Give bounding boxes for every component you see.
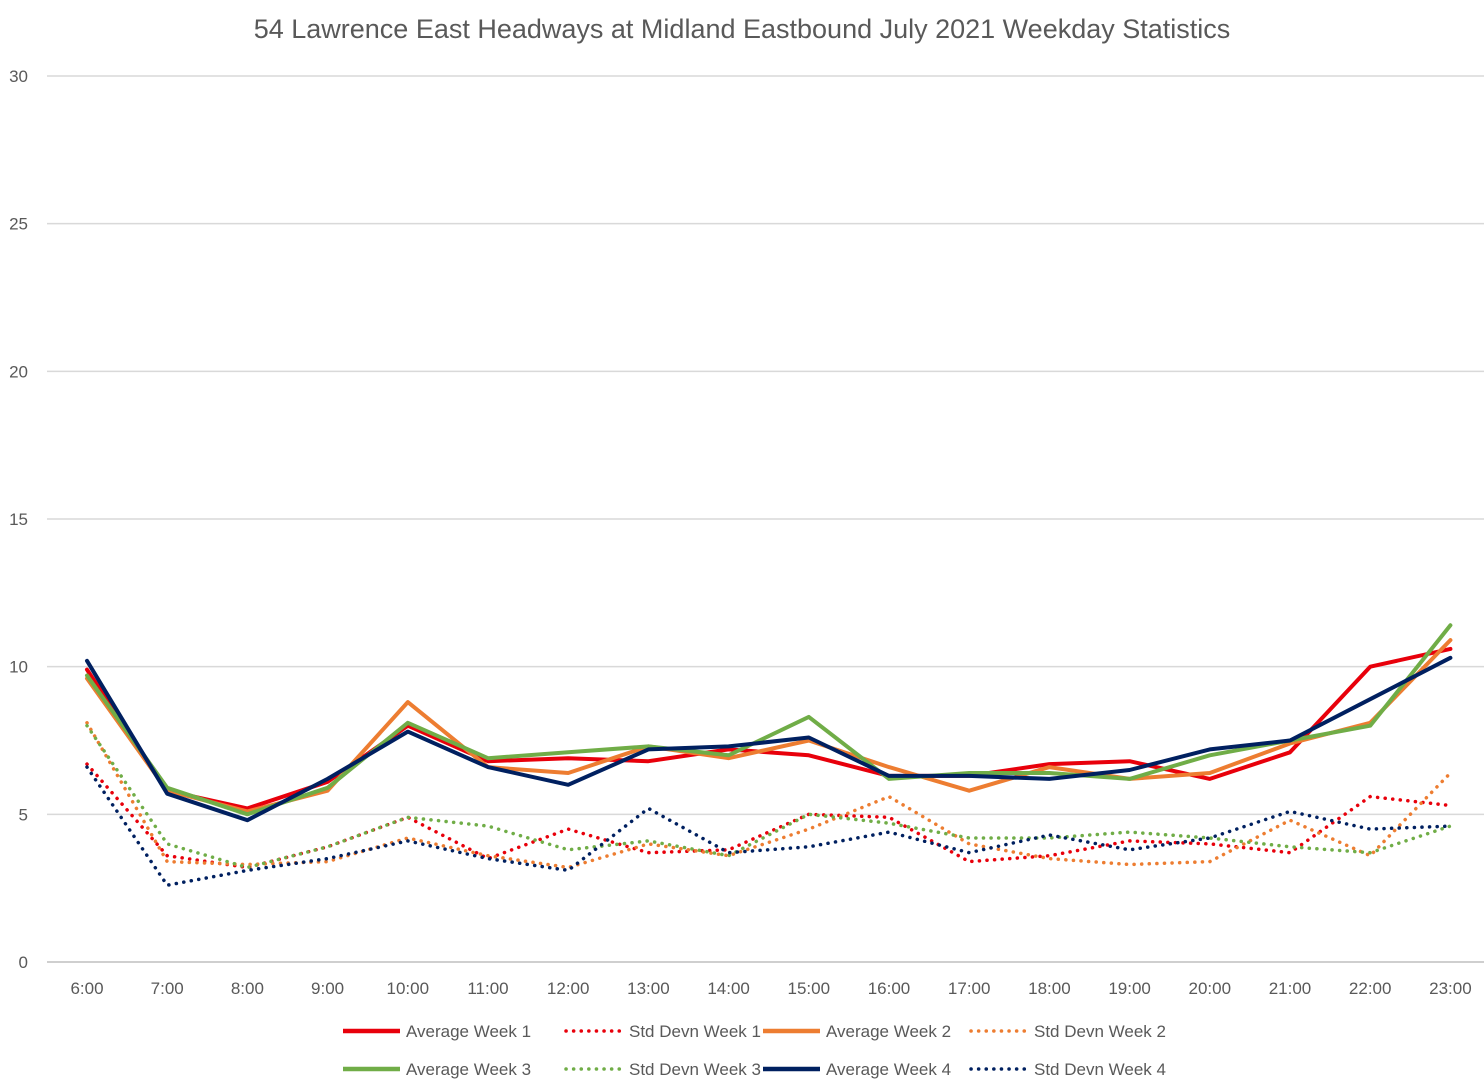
x-tick-label: 9:00 bbox=[311, 979, 344, 998]
x-tick-label: 22:00 bbox=[1349, 979, 1392, 998]
x-tick-label: 23:00 bbox=[1429, 979, 1472, 998]
legend-label: Average Week 4 bbox=[826, 1060, 951, 1079]
legend-label: Std Devn Week 3 bbox=[629, 1060, 761, 1079]
legend-label: Average Week 1 bbox=[406, 1022, 531, 1041]
series-lines bbox=[85, 623, 1453, 887]
x-tick-label: 16:00 bbox=[868, 979, 911, 998]
legend-label: Std Devn Week 4 bbox=[1034, 1060, 1166, 1079]
legend: Average Week 1 Std Devn Week 1 Average Wee… bbox=[343, 1022, 1166, 1079]
x-tick-label: 7:00 bbox=[151, 979, 184, 998]
x-tick-label: 13:00 bbox=[627, 979, 670, 998]
series-line-std-devn-week-4 bbox=[85, 765, 1453, 887]
gridlines bbox=[47, 75, 1484, 963]
legend-label: Average Week 3 bbox=[406, 1060, 531, 1079]
series-line-average-week-2 bbox=[85, 638, 1453, 814]
y-tick-label: 20 bbox=[9, 362, 28, 381]
y-tick-label: 15 bbox=[9, 510, 28, 529]
y-tick-label: 0 bbox=[19, 953, 28, 972]
x-tick-label: 11:00 bbox=[467, 979, 508, 998]
x-tick-label: 12:00 bbox=[547, 979, 590, 998]
x-tick-label: 15:00 bbox=[788, 979, 831, 998]
y-tick-label: 25 bbox=[9, 215, 28, 234]
y-tick-label: 5 bbox=[19, 805, 28, 824]
y-tick-label: 30 bbox=[9, 67, 28, 86]
x-tick-label: 10:00 bbox=[387, 979, 430, 998]
series-line-std-devn-week-2 bbox=[85, 721, 1453, 870]
chart-title: 54 Lawrence East Headways at Midland Eas… bbox=[253, 14, 1231, 44]
x-tick-label: 17:00 bbox=[948, 979, 991, 998]
x-tick-label: 6:00 bbox=[70, 979, 103, 998]
x-tick-label: 8:00 bbox=[231, 979, 264, 998]
legend-label: Average Week 2 bbox=[826, 1022, 951, 1041]
y-tick-label: 10 bbox=[9, 658, 28, 677]
series-line-std-devn-week-1 bbox=[85, 762, 1453, 870]
x-tick-label: 20:00 bbox=[1189, 979, 1232, 998]
legend-label: Std Devn Week 2 bbox=[1034, 1022, 1166, 1041]
x-tick-label: 21:00 bbox=[1269, 979, 1312, 998]
x-tick-label: 18:00 bbox=[1028, 979, 1071, 998]
series-line-average-week-3 bbox=[85, 623, 1453, 817]
x-tick-label: 19:00 bbox=[1108, 979, 1151, 998]
legend-label: Std Devn Week 1 bbox=[629, 1022, 761, 1041]
x-tick-label: 14:00 bbox=[707, 979, 750, 998]
y-axis-ticks: 0 5 10 15 20 25 30 bbox=[9, 67, 28, 972]
x-axis-ticks: 6:00 7:00 8:00 9:00 10:00 11:00 12:00 13:00 14:0… bbox=[70, 979, 1471, 998]
series-line-average-week-1 bbox=[85, 646, 1453, 811]
series-line-average-week-4 bbox=[85, 655, 1453, 823]
series-line-std-devn-week-3 bbox=[85, 723, 1453, 870]
